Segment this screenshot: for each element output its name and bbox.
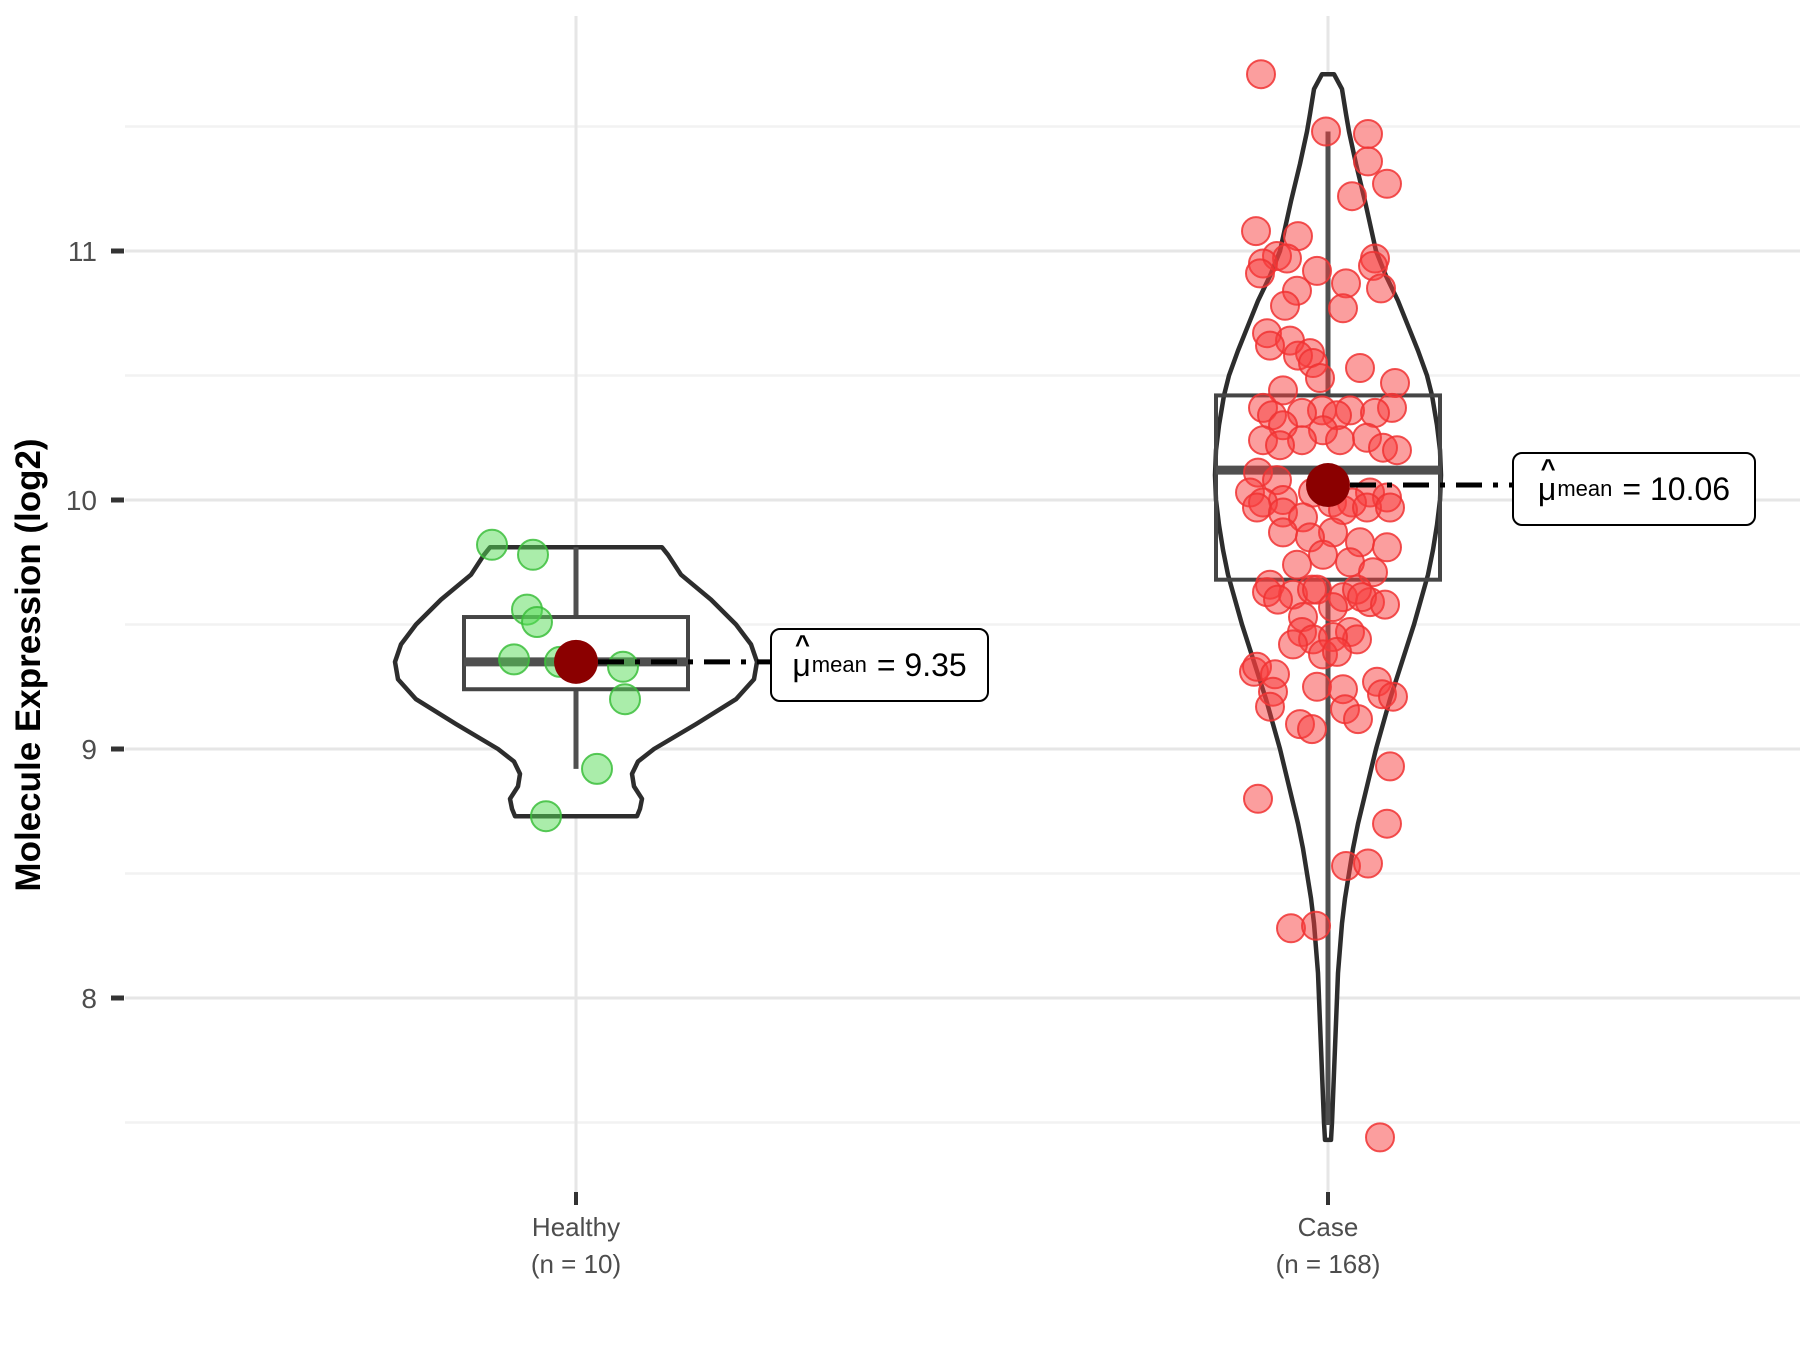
data-point [1301,910,1331,941]
mean-dot-healthy [554,639,598,684]
data-point [1242,492,1272,523]
data-point [1311,116,1341,147]
data-point [1241,216,1271,247]
data-point [607,650,639,683]
mu-symbol: μ [792,647,811,683]
data-point [1322,636,1352,667]
data-point [1263,584,1293,615]
data-point [609,683,641,716]
mu-hat-symbol: ^ μ [792,633,811,683]
data-point [1372,808,1402,839]
data-point [521,606,553,638]
data-point [1255,330,1285,361]
data-point [1308,539,1338,570]
data-point [1343,704,1373,735]
data-point [1353,146,1383,177]
data-point [1278,629,1308,660]
data-point [1382,435,1412,466]
data-point [1353,848,1383,879]
mean-dot-case [1306,463,1350,508]
data-point [1276,913,1306,944]
mean-annotation-healthy: ^ μ mean = 9.35 [770,628,989,702]
y-axis-title: Molecule Expression (log2) [9,438,48,891]
data-point [1297,714,1327,745]
hat-accent: ^ [794,631,810,660]
data-point [498,643,530,676]
data-point [1372,532,1402,563]
data-point [1378,681,1408,712]
data-point [581,752,613,785]
data-point [1302,671,1332,702]
y-tick-label: 9 [81,734,97,765]
data-point [1353,119,1383,149]
mean-subscript: mean [1557,476,1613,501]
mean-annotation-case: ^ μ mean = 10.06 [1512,452,1756,526]
data-point [1246,59,1276,90]
x-tick-label-line1: Case [1298,1212,1359,1242]
x-tick-label-line1: Healthy [532,1212,620,1242]
data-point [1325,425,1355,456]
mean-value: = 10.06 [1622,470,1731,507]
data-point [530,800,562,833]
y-tick-label: 8 [81,983,97,1014]
x-tick-label-line2: (n = 168) [1276,1249,1381,1279]
y-tick-label: 10 [66,485,97,516]
data-point [1328,293,1358,324]
data-point [1375,492,1405,523]
data-point [1265,430,1295,461]
data-point [1375,751,1405,782]
data-point [1380,368,1410,398]
data-point [1360,397,1390,428]
box-healthy [462,615,690,692]
data-point [1318,592,1348,623]
mean-subscript: mean [811,652,867,677]
mu-hat-symbol: ^ μ [1537,457,1557,507]
data-point [1366,273,1396,304]
data-point [1255,691,1285,722]
data-point [1245,258,1275,289]
data-point [1337,181,1367,212]
y-tick-label: 11 [68,236,97,267]
mu-symbol: μ [1537,471,1557,507]
mean-value: = 9.35 [876,646,967,683]
data-point [1268,375,1298,406]
data-point [1305,363,1335,393]
data-point [1270,290,1300,321]
data-point [1365,1122,1395,1153]
data-point [1243,783,1273,814]
data-point [1302,255,1332,286]
data-point [476,528,508,561]
hat-accent: ^ [1540,455,1556,484]
data-point [1331,268,1361,299]
data-point [1372,168,1402,199]
data-point [1282,549,1312,580]
data-point [517,538,549,571]
data-point [1268,517,1298,548]
x-tick-label-line2: (n = 10) [531,1249,621,1279]
data-point [1370,589,1400,620]
data-point [1345,353,1375,383]
